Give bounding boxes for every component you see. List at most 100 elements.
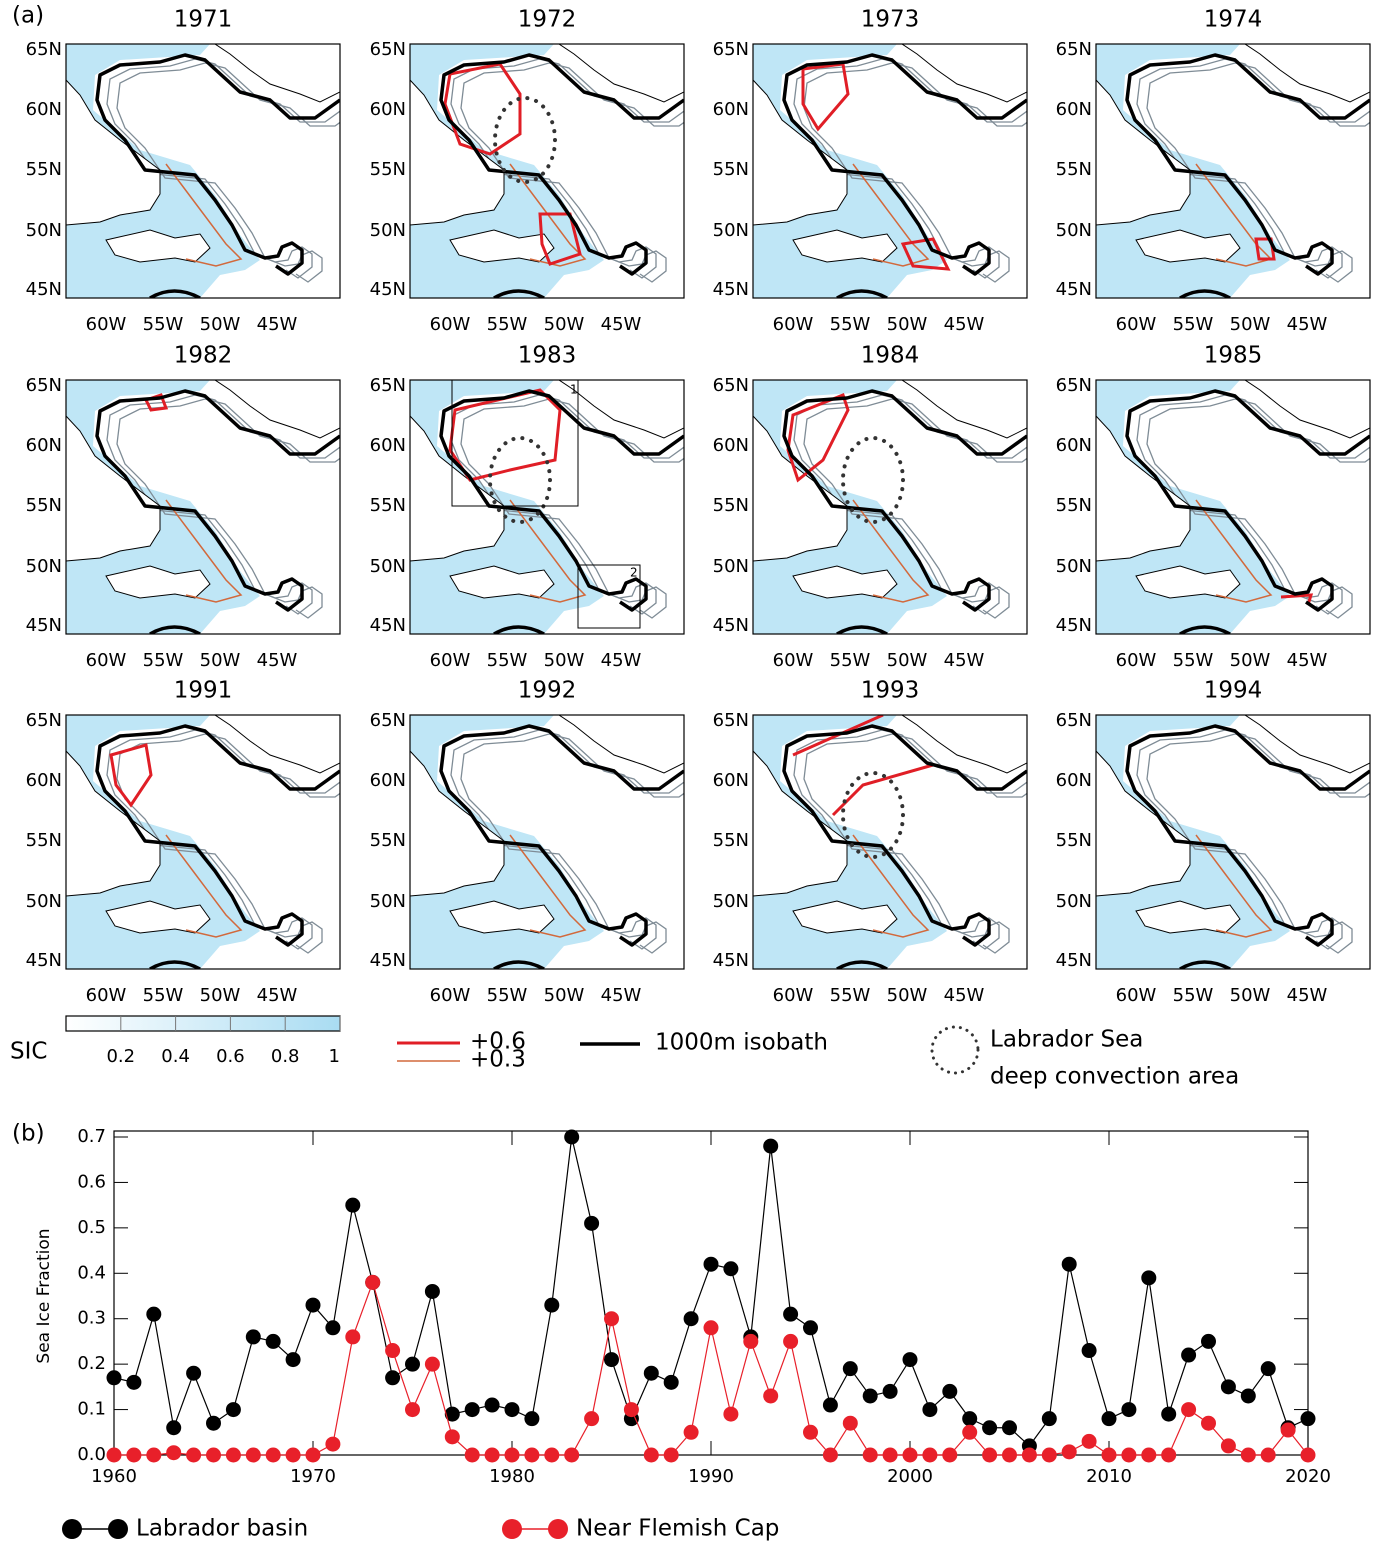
- y-tick-label: 0.2: [77, 1353, 106, 1374]
- land: [66, 750, 161, 897]
- land: [1244, 715, 1370, 774]
- data-point: [962, 1424, 978, 1440]
- data-point: [1002, 1447, 1017, 1463]
- data-point: [604, 1352, 619, 1368]
- data-point: [106, 1447, 122, 1463]
- anomaly-contour-weak: [1195, 499, 1273, 603]
- data-point: [504, 1402, 520, 1418]
- legend-text: deep convection area: [990, 1064, 1239, 1090]
- lon-label: 55W: [1173, 650, 1214, 671]
- lon-label: 50W: [544, 985, 585, 1006]
- x-tick-label: 1970: [290, 1466, 336, 1487]
- data-point: [842, 1361, 858, 1377]
- map: 65N 60N 55N 50N 45N 60W 55W 50W 45W: [713, 375, 1028, 671]
- land: [901, 44, 1027, 103]
- data-point: [424, 1283, 440, 1299]
- data-point: [723, 1261, 739, 1277]
- anomaly-contour-weak: [1195, 834, 1273, 938]
- anomaly-contour-strong: [448, 388, 562, 482]
- lon-label: 50W: [1230, 314, 1271, 335]
- land: [214, 715, 340, 774]
- land: [792, 229, 898, 263]
- map-body: [410, 715, 684, 969]
- land: [558, 380, 684, 439]
- data-point: [345, 1197, 361, 1213]
- lon-label: 55W: [1173, 314, 1214, 335]
- lat-label: 55N: [713, 830, 749, 851]
- legend-text: +0.6: [470, 1029, 526, 1055]
- isobath: [149, 960, 201, 969]
- data-point: [1220, 1379, 1236, 1395]
- colorbar-tick-label: 0.4: [161, 1046, 190, 1067]
- isobath: [836, 625, 888, 634]
- lon-label: 55W: [487, 985, 528, 1006]
- lon-label: 55W: [1173, 985, 1214, 1006]
- legend-text: 1000m isobath: [655, 1030, 828, 1056]
- data-point: [942, 1447, 958, 1463]
- data-point: [1081, 1343, 1097, 1359]
- legend-text: Near Flemish Cap: [576, 1516, 779, 1542]
- map-title: 1973: [861, 7, 920, 33]
- sic-contour: [1146, 62, 1370, 283]
- data-point: [1300, 1411, 1316, 1427]
- lon-label: 50W: [200, 314, 241, 335]
- lon-label: 60W: [430, 314, 471, 335]
- data-point: [1260, 1361, 1276, 1377]
- lat-label: 45N: [26, 950, 62, 971]
- lat-label: 65N: [26, 39, 62, 60]
- map-body: [753, 44, 1027, 298]
- lat-label: 60N: [713, 435, 749, 456]
- map-frame: [409, 714, 685, 970]
- sic-contour: [803, 62, 1027, 283]
- data-point: [1161, 1406, 1177, 1422]
- lat-label: 60N: [370, 770, 406, 791]
- data-point: [464, 1402, 480, 1418]
- data-point: [1240, 1388, 1256, 1404]
- lat-label: 50N: [713, 220, 749, 241]
- lat-label: 65N: [713, 710, 749, 731]
- series-line: [113, 1136, 1309, 1447]
- data-point: [444, 1429, 460, 1445]
- isobath: [782, 724, 1027, 947]
- anomaly-contour-weak: [165, 499, 243, 603]
- anomaly-contour-weak: [165, 834, 243, 938]
- sic-contour: [460, 398, 684, 619]
- data-point: [345, 1329, 361, 1345]
- anomaly-contour-weak: [509, 163, 587, 267]
- lon-label: 45W: [944, 650, 985, 671]
- data-point: [464, 1447, 480, 1463]
- data-point: [524, 1411, 540, 1427]
- lat-label: 55N: [370, 495, 406, 516]
- map-title: 1993: [861, 678, 920, 704]
- lon-label: 50W: [887, 985, 928, 1006]
- map: 1 2 65N 60N 55N 50N 45N 60W 55W 50W 45W: [370, 375, 685, 671]
- convection-area: [493, 96, 557, 184]
- land: [792, 900, 898, 934]
- anomaly-contour-strong: [443, 62, 522, 156]
- map: 65N 60N 55N 50N 45N 60W 55W 50W 45W: [26, 39, 341, 335]
- colorbar-tick-label: 1: [329, 1046, 340, 1067]
- land: [1244, 44, 1370, 103]
- data-point: [385, 1343, 401, 1359]
- lat-label: 65N: [1056, 375, 1092, 396]
- colorbar-tick-label: 0.6: [216, 1046, 245, 1067]
- lat-label: 65N: [26, 375, 62, 396]
- data-point: [1081, 1433, 1097, 1449]
- y-tick-label: 0.4: [77, 1262, 106, 1283]
- data-point: [405, 1356, 420, 1372]
- lat-label: 60N: [713, 770, 749, 791]
- lon-label: 60W: [430, 650, 471, 671]
- lon-label: 60W: [86, 314, 127, 335]
- isobath: [95, 53, 340, 276]
- lat-label: 65N: [370, 375, 406, 396]
- lat-label: 45N: [713, 615, 749, 636]
- data-point: [1002, 1420, 1017, 1436]
- x-tick-label: 2010: [1086, 1466, 1132, 1487]
- data-point: [245, 1329, 261, 1345]
- data-point: [325, 1436, 341, 1452]
- lon-label: 55W: [487, 314, 528, 335]
- land: [410, 79, 505, 226]
- data-point: [783, 1333, 799, 1349]
- data-point: [922, 1447, 938, 1463]
- lat-label: 50N: [370, 556, 406, 577]
